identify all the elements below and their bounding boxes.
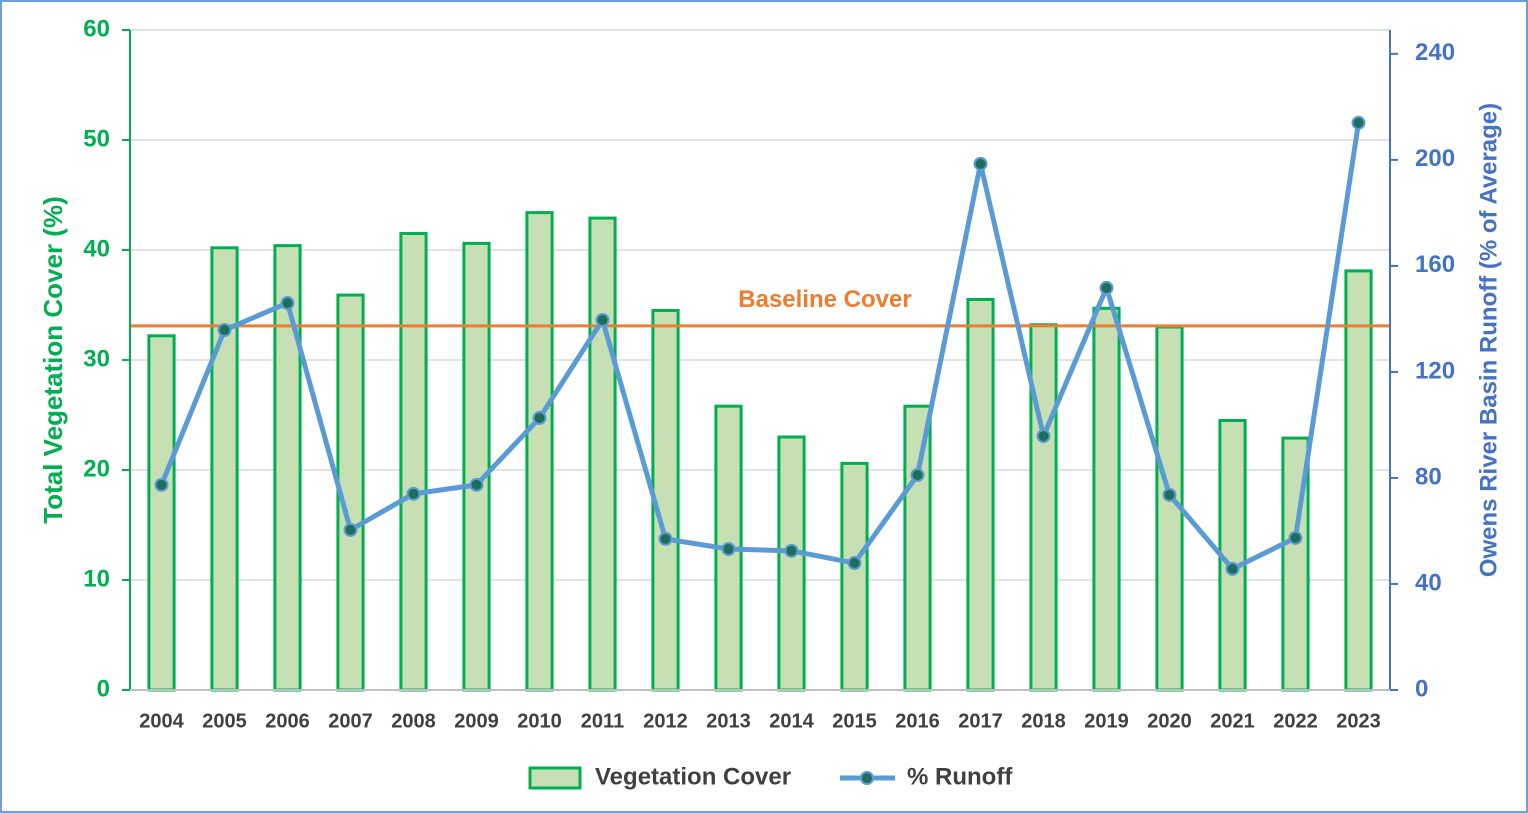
legend-marker: [860, 771, 874, 785]
bar: [1092, 306, 1121, 692]
y-tick-label: 60: [83, 15, 110, 42]
y-tick-label: 0: [97, 675, 110, 702]
y2-axis-label: Owens River Basin Runoff (% of Average): [1475, 103, 1502, 577]
y2-tick-label: 120: [1415, 357, 1455, 384]
bar: [1029, 323, 1058, 692]
bar: [462, 241, 491, 692]
marker: [910, 468, 925, 483]
marker: [1162, 487, 1177, 502]
marker: [1351, 115, 1366, 130]
x-tick-label: 2008: [391, 710, 436, 732]
bar: [399, 232, 428, 692]
marker: [406, 486, 421, 501]
marker: [784, 543, 799, 558]
bar: [840, 461, 869, 692]
marker: [847, 556, 862, 571]
bar: [1344, 269, 1373, 692]
x-tick-label: 2013: [706, 710, 751, 732]
marker: [973, 156, 988, 171]
x-tick-label: 2020: [1147, 710, 1192, 732]
marker: [532, 411, 547, 426]
marker: [1225, 561, 1240, 576]
bar: [966, 298, 995, 692]
marker: [469, 477, 484, 492]
x-tick-label: 2005: [202, 710, 247, 732]
x-tick-label: 2007: [328, 710, 373, 732]
bar: [903, 404, 932, 692]
y-tick-label: 30: [83, 345, 110, 372]
y-axis-label: Total Vegetation Cover (%): [38, 196, 68, 523]
y2-tick-label: 0: [1415, 675, 1428, 702]
x-tick-label: 2014: [769, 710, 814, 732]
marker: [280, 296, 295, 311]
x-tick-label: 2021: [1210, 710, 1255, 732]
marker: [1099, 280, 1114, 295]
x-tick-label: 2018: [1021, 710, 1066, 732]
marker: [1036, 429, 1051, 444]
y2-tick-label: 80: [1415, 463, 1442, 490]
y-tick-label: 10: [83, 565, 110, 592]
x-tick-label: 2012: [643, 710, 688, 732]
legend-label: % Runoff: [907, 763, 1013, 790]
bar: [210, 246, 239, 692]
bar: [777, 435, 806, 692]
legend-swatch: [528, 766, 582, 790]
x-tick-label: 2015: [832, 710, 877, 732]
y-tick-label: 40: [83, 235, 110, 262]
y-tick-label: 50: [83, 125, 110, 152]
x-tick-label: 2010: [517, 710, 562, 732]
marker: [154, 477, 169, 492]
marker: [343, 522, 358, 537]
bar: [588, 216, 617, 692]
y2-tick-label: 200: [1415, 145, 1455, 172]
line: [159, 122, 1361, 572]
marker: [721, 541, 736, 556]
x-tick-label: 2009: [454, 710, 499, 732]
x-tick-label: 2011: [581, 710, 624, 732]
x-tick-label: 2023: [1336, 710, 1381, 732]
y-tick-label: 20: [83, 455, 110, 482]
x-tick-label: 2006: [265, 710, 310, 732]
marker: [217, 323, 232, 338]
marker: [595, 312, 610, 327]
y2-tick-label: 40: [1415, 569, 1442, 596]
bar: [147, 334, 176, 692]
y2-tick-label: 240: [1415, 39, 1455, 66]
marker: [658, 531, 673, 546]
legend-label: Vegetation Cover: [595, 763, 791, 790]
reference-label: Baseline Cover: [738, 286, 911, 313]
x-tick-label: 2004: [139, 710, 184, 732]
x-tick-label: 2019: [1084, 710, 1129, 732]
x-tick-label: 2022: [1273, 710, 1318, 732]
y2-tick-label: 160: [1415, 251, 1455, 278]
x-tick-label: 2016: [895, 710, 940, 732]
x-tick-label: 2017: [958, 710, 1003, 732]
marker: [1288, 530, 1303, 545]
bar: [525, 211, 554, 692]
